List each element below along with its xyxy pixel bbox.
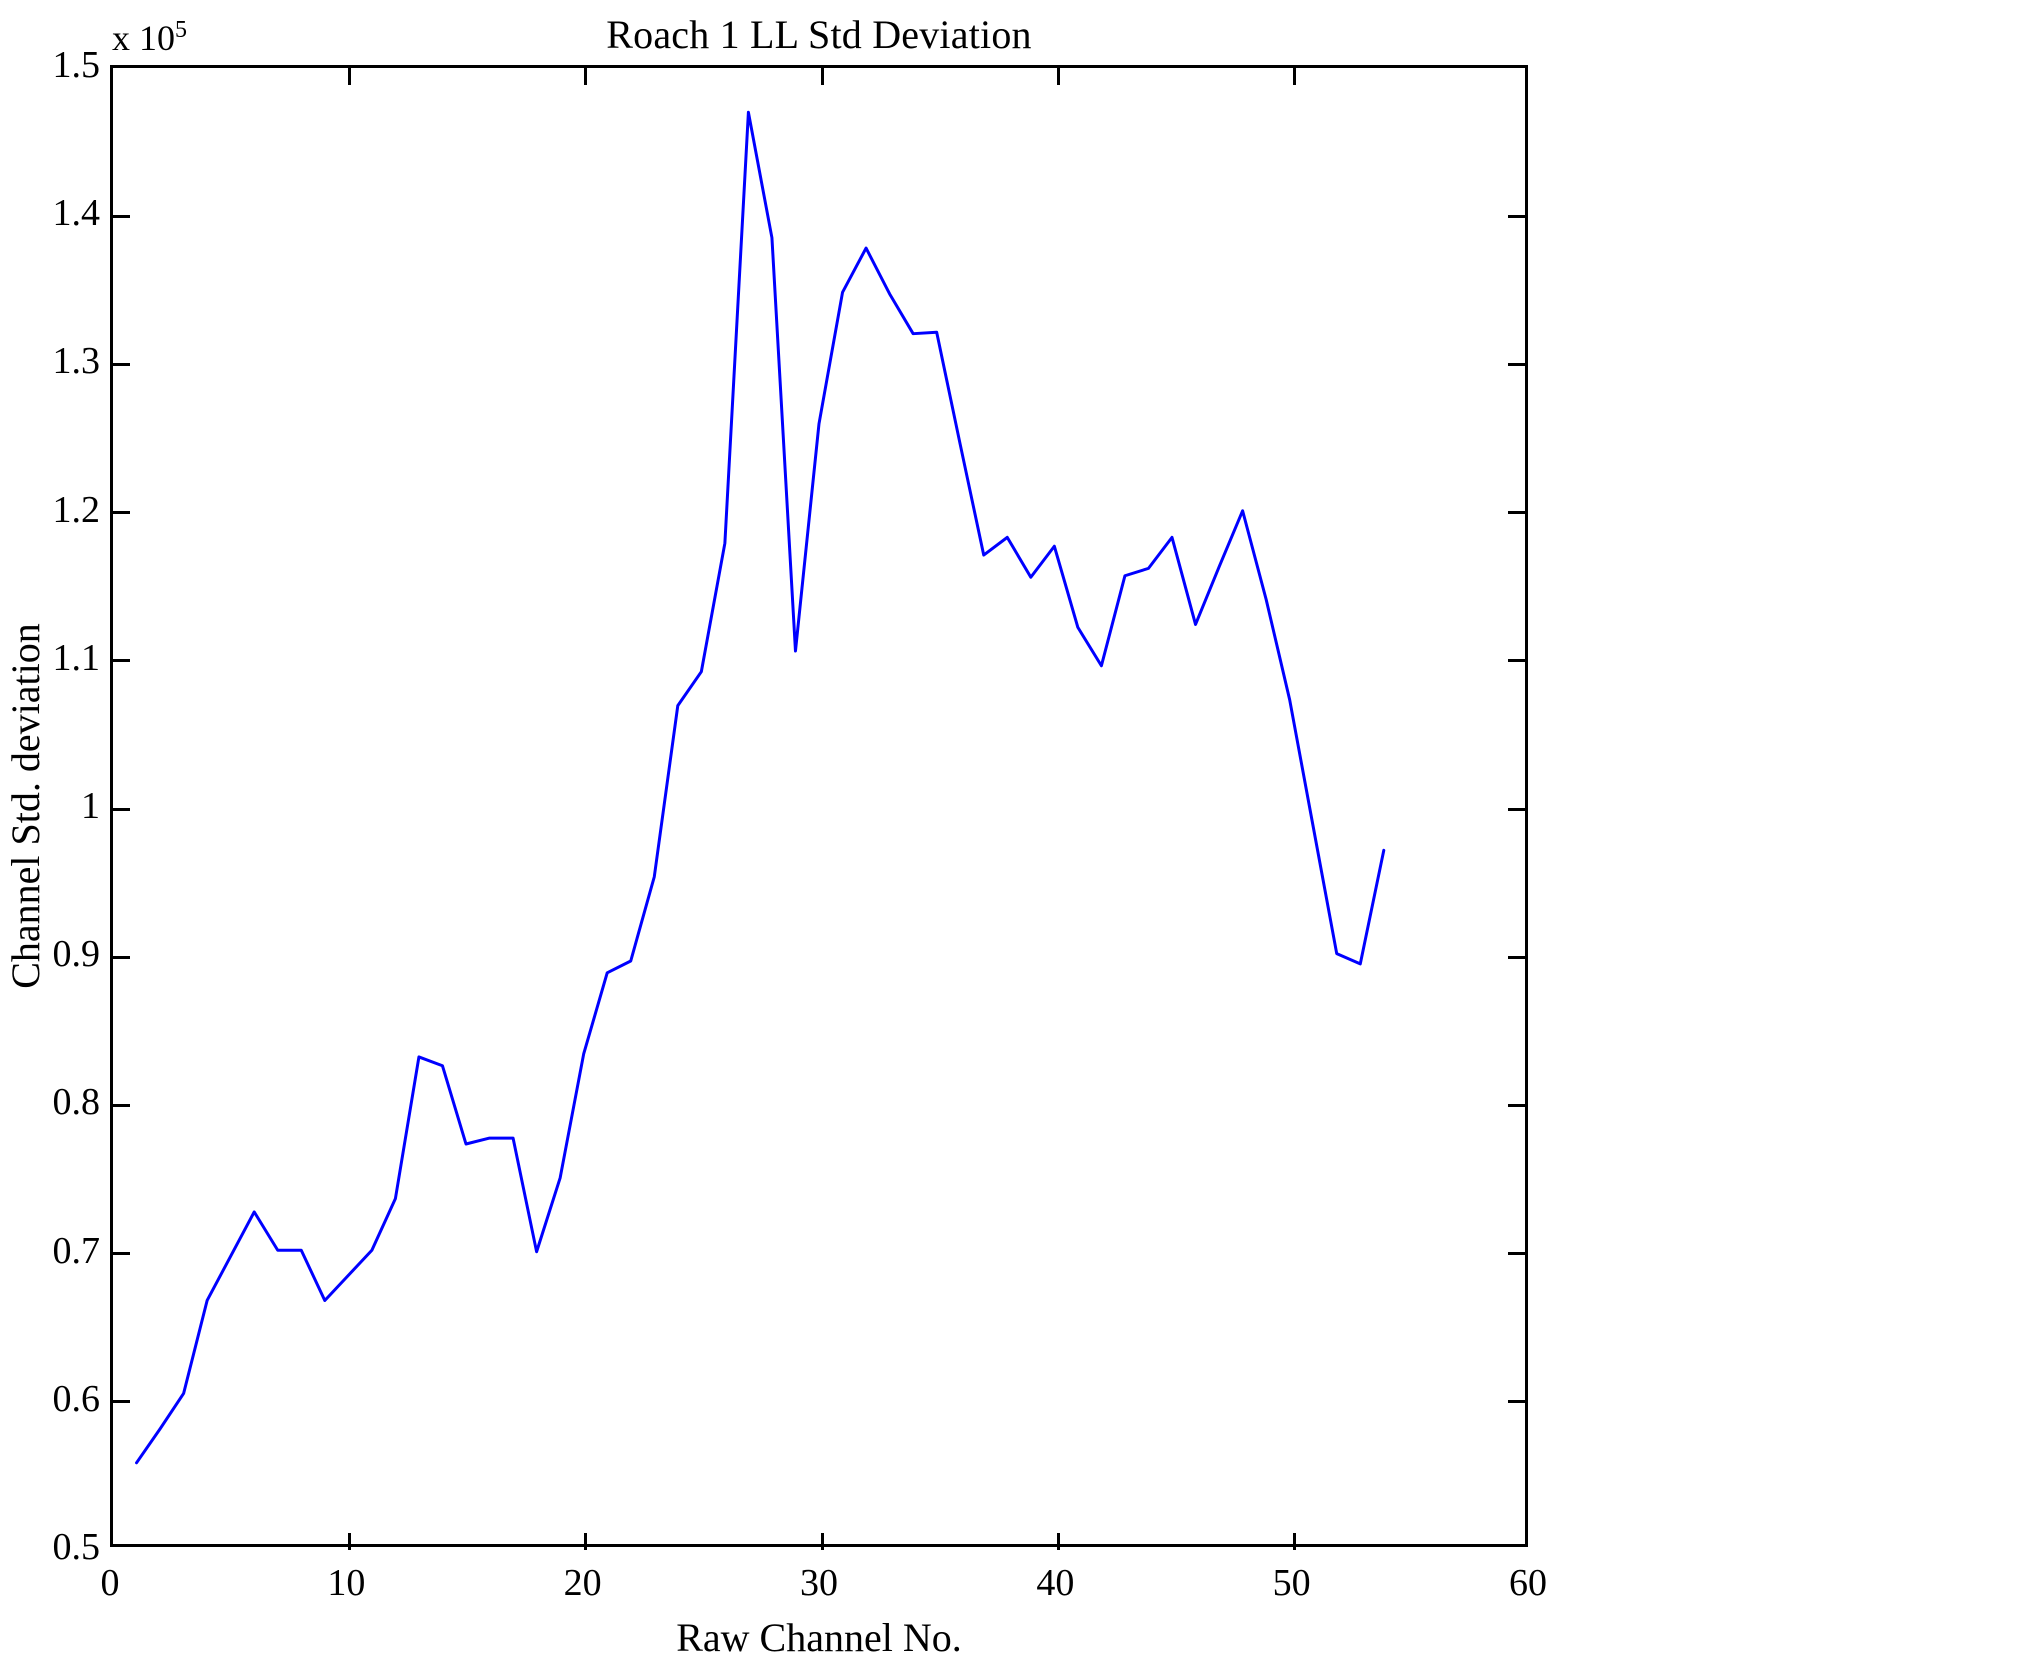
y-axis-tick-label: 0.8 bbox=[52, 1081, 101, 1124]
y-axis-exponent-power: 5 bbox=[175, 17, 187, 43]
x-axis-tick-label: 20 bbox=[563, 1562, 602, 1604]
x-axis-tick-label: 60 bbox=[1509, 1562, 1547, 1604]
x-axis-tick-bottom bbox=[820, 1533, 824, 1550]
y-axis-tick-labels: 0.5 0.6 0.7 0.8 0.9 1 1.1 1.2 1.3 1.4 1.5 bbox=[0, 46, 101, 1566]
y-axis-tick-left bbox=[113, 955, 130, 959]
y-axis-tick-left bbox=[113, 807, 130, 811]
y-axis-tick-right bbox=[1508, 1252, 1525, 1256]
y-axis-tick-label: 1.5 bbox=[52, 44, 101, 86]
y-axis-exponent-label: x 105 bbox=[112, 18, 187, 58]
x-axis-tick-bottom bbox=[347, 1533, 351, 1550]
y-axis-tick-right bbox=[1508, 362, 1525, 366]
y-axis-tick-right bbox=[1508, 1400, 1525, 1404]
y-axis-tick-left bbox=[113, 1400, 130, 1404]
y-axis-tick-left bbox=[113, 1252, 130, 1256]
x-axis-tick-labels: 0 10 20 30 40 50 60 bbox=[101, 1562, 1548, 1610]
y-axis-tick-right bbox=[1508, 214, 1525, 218]
y-axis-tick-right bbox=[1508, 807, 1525, 811]
y-axis-tick-label: 0.6 bbox=[52, 1377, 101, 1420]
y-axis-tick-label: 0.5 bbox=[52, 1526, 101, 1568]
x-axis-tick-label: 50 bbox=[1272, 1562, 1311, 1604]
data-series-line bbox=[135, 110, 1386, 1465]
x-axis-tick-top bbox=[347, 68, 351, 85]
x-axis-tick-label: 30 bbox=[800, 1562, 838, 1604]
x-axis-tick-label: 10 bbox=[327, 1562, 366, 1604]
y-axis-tick-left bbox=[113, 511, 130, 515]
y-axis-tick-label: 1 bbox=[81, 785, 100, 827]
y-axis-tick-label: 0.7 bbox=[52, 1229, 101, 1272]
y-axis-tick-label: 0.9 bbox=[52, 933, 101, 976]
x-axis-tick-bottom bbox=[1293, 1533, 1297, 1550]
x-axis-tick-top bbox=[1056, 68, 1060, 85]
y-axis-tick-label: 1.4 bbox=[52, 192, 101, 235]
y-axis-tick-label: 1.2 bbox=[52, 488, 101, 531]
x-axis-tick-top bbox=[820, 68, 824, 85]
x-axis-title: Raw Channel No. bbox=[676, 1615, 962, 1660]
y-axis-title: Channel Std. deviation bbox=[3, 623, 48, 989]
x-axis-tick-top bbox=[584, 68, 588, 85]
data-line-chart bbox=[135, 110, 1386, 1465]
y-axis-tick-left bbox=[113, 659, 130, 663]
x-axis-tick-label: 40 bbox=[1036, 1562, 1075, 1604]
x-axis-tick-bottom bbox=[1056, 1533, 1060, 1550]
y-axis-title-container: Channel Std. deviation bbox=[0, 65, 52, 1547]
y-axis-tick-right bbox=[1508, 955, 1525, 959]
plot-area bbox=[110, 65, 1528, 1550]
y-axis-tick-left bbox=[113, 1103, 130, 1107]
y-axis-tick-label: 1.1 bbox=[52, 636, 101, 679]
y-axis-tick-left bbox=[113, 362, 130, 366]
x-axis-tick-bottom bbox=[584, 1533, 588, 1550]
y-axis-tick-right bbox=[1508, 511, 1525, 515]
y-axis-tick-left bbox=[113, 214, 130, 218]
y-axis-tick-label: 1.3 bbox=[52, 340, 101, 383]
chart-title: Roach 1 LL Std Deviation bbox=[606, 12, 1032, 57]
x-axis-tick-label: 0 bbox=[100, 1562, 120, 1604]
y-axis-exponent-prefix: x 10 bbox=[112, 18, 175, 58]
x-axis-tick-top bbox=[1293, 68, 1297, 85]
y-axis-tick-right bbox=[1508, 1103, 1525, 1107]
y-axis-tick-right bbox=[1508, 659, 1525, 663]
